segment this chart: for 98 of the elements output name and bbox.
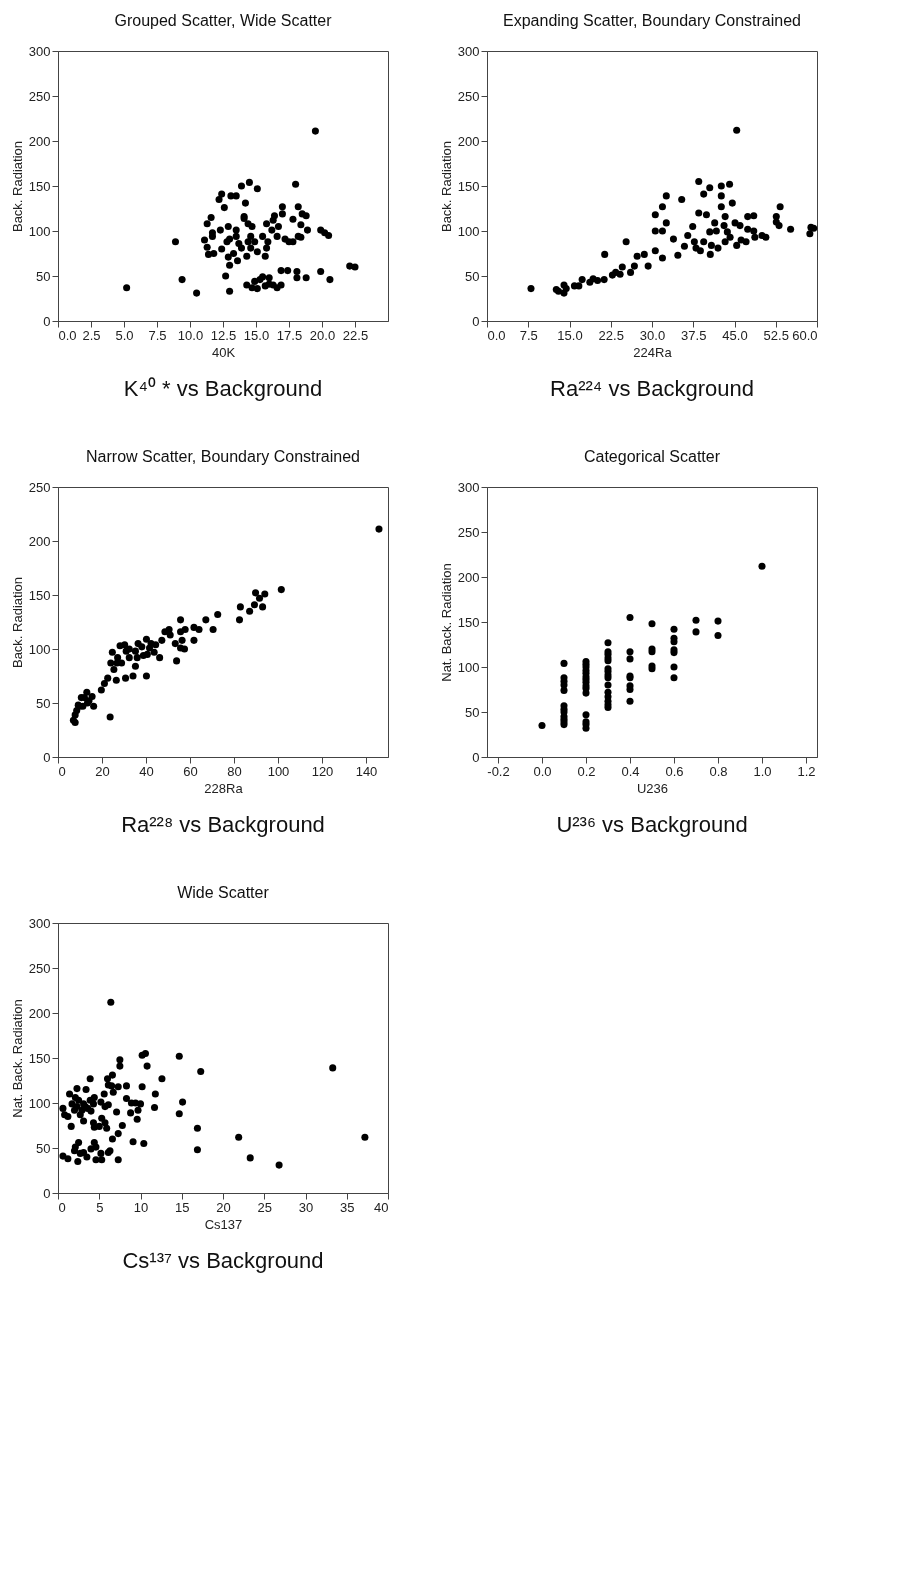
x-tick-label: 7.5 (148, 327, 167, 343)
y-axis-title: Nat. Back. Radiation (438, 563, 454, 682)
x-axis-title: 224Ra (633, 344, 673, 360)
x-tick-label: 1.0 (753, 763, 772, 779)
chart-title: Expanding Scatter, Boundary Constrained (503, 12, 801, 29)
y-tick-label: 300 (28, 915, 51, 931)
x-tick-label: 0.0 (487, 327, 506, 343)
x-tick-label: 15 (175, 1199, 190, 1215)
x-tick-label: 37.5 (681, 327, 707, 343)
y-tick-label: 100 (457, 659, 480, 675)
x-tick-label: 45.0 (722, 327, 748, 343)
x-tick-label: 0.6 (665, 763, 684, 779)
text: Cs¹³⁷ vs Background (122, 1248, 324, 1273)
y-tick-label: 50 (36, 1140, 51, 1156)
x-tick-label: 15.0 (243, 327, 270, 343)
chart-title: Narrow Scatter, Boundary Constrained (86, 448, 360, 465)
x-axis-title: 228Ra (204, 780, 244, 796)
y-tick-label: 0 (472, 313, 480, 329)
x-tick-label: 17.5 (276, 327, 303, 343)
y-tick-label: 150 (457, 178, 480, 194)
x-tick-label: 60.0 (792, 327, 818, 343)
x-tick-label: 22.5 (342, 327, 369, 343)
x-axis-title: Cs137 (204, 1216, 243, 1232)
x-tick-label: 52.5 (763, 327, 789, 343)
y-tick-label: 300 (457, 43, 480, 59)
y-tick-label: 100 (457, 223, 480, 239)
x-tick-label: 22.5 (598, 327, 624, 343)
x-tick-label: 30 (298, 1199, 314, 1215)
x-tick-label: 35 (340, 1199, 355, 1215)
x-tick-label: 12.5 (210, 327, 237, 343)
x-tick-label: 80 (227, 763, 242, 779)
text: K⁴⁰ * vs Background (123, 376, 323, 401)
chart-title: Categorical Scatter (583, 448, 721, 465)
y-axis-title: Back. Radiation (438, 140, 454, 233)
y-tick-label: 200 (28, 133, 51, 149)
y-tick-label: 250 (28, 960, 51, 976)
x-tick-label: 10.0 (177, 327, 204, 343)
y-tick-label: 100 (28, 641, 51, 657)
chart-title: Wide Scatter (177, 884, 270, 901)
x-tick-label: 2.5 (82, 327, 101, 343)
y-tick-label: 200 (28, 533, 51, 549)
x-tick-label: 5 (96, 1199, 104, 1215)
y-tick-label: 0 (43, 313, 51, 329)
y-tick-label: 50 (465, 704, 480, 720)
y-tick-label: 250 (28, 479, 51, 495)
x-tick-label: 0.0 (58, 327, 77, 343)
x-tick-label: 20 (216, 1199, 231, 1215)
y-tick-label: 50 (36, 695, 51, 711)
x-axis-title: U236 (636, 780, 669, 796)
x-tick-label: 60 (183, 763, 198, 779)
text: Ra²²⁴ vs Background (550, 376, 754, 401)
y-tick-label: 150 (457, 614, 480, 630)
x-tick-label: 40 (139, 763, 154, 779)
y-tick-label: 300 (457, 479, 480, 495)
y-tick-label: 0 (472, 749, 480, 765)
y-tick-label: 150 (28, 178, 51, 194)
x-tick-label: 0.8 (709, 763, 728, 779)
x-tick-label: 5.0 (115, 327, 134, 343)
x-tick-label: 20 (95, 763, 110, 779)
x-tick-label: 140 (355, 763, 378, 779)
y-tick-label: 100 (28, 1095, 51, 1111)
x-tick-label: 120 (311, 763, 334, 779)
y-tick-label: 50 (36, 268, 51, 284)
x-tick-label: 0.0 (533, 763, 552, 779)
x-tick-label: 40 (374, 1199, 389, 1215)
x-tick-label: 30.0 (639, 327, 666, 343)
text: U²³⁶ vs Background (556, 812, 748, 837)
y-axis-title: Nat. Back. Radiation (9, 999, 25, 1118)
x-tick-label: 7.5 (519, 327, 538, 343)
x-tick-label: 20.0 (309, 327, 336, 343)
x-tick-label: 15.0 (557, 327, 583, 343)
x-tick-label: 1.2 (797, 763, 816, 779)
y-axis-title: Back. Radiation (9, 140, 25, 233)
chart-title: Grouped Scatter, Wide Scatter (114, 12, 333, 29)
x-tick-label: 0.2 (577, 763, 596, 779)
y-tick-label: 0 (43, 1185, 51, 1201)
text: Ra²²⁸ vs Background (121, 812, 325, 837)
y-tick-label: 100 (28, 223, 51, 239)
x-tick-label: 0 (58, 763, 66, 779)
y-tick-label: 50 (465, 268, 480, 284)
y-tick-label: 200 (28, 1005, 51, 1021)
y-axis-title: Back. Radiation (9, 576, 25, 669)
y-tick-label: 250 (28, 88, 51, 104)
y-tick-label: 250 (457, 524, 480, 540)
x-axis-title: 40K (211, 344, 236, 360)
y-tick-label: 150 (28, 1050, 51, 1066)
y-tick-label: 0 (43, 749, 51, 765)
y-tick-label: 150 (28, 587, 51, 603)
x-tick-label: 25 (257, 1199, 272, 1215)
x-tick-label: 0 (58, 1199, 66, 1215)
y-tick-label: 300 (28, 43, 51, 59)
x-tick-label: 0.4 (621, 763, 640, 779)
y-tick-label: 250 (457, 88, 480, 104)
y-tick-label: 200 (457, 569, 480, 585)
x-tick-label: 100 (267, 763, 290, 779)
x-tick-label: -0.2 (487, 763, 510, 779)
x-tick-label: 10 (133, 1199, 149, 1215)
y-tick-label: 200 (457, 133, 480, 149)
